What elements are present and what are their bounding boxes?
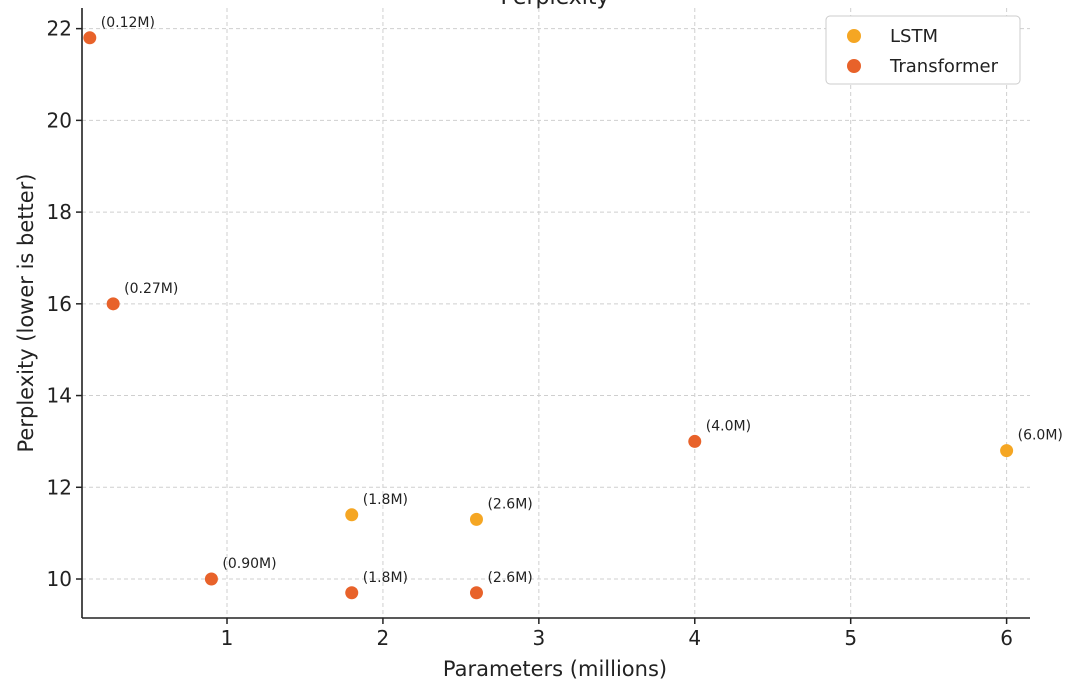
- y-tick-label: 16: [47, 292, 72, 316]
- data-point: [469, 586, 483, 600]
- x-tick-label: 1: [221, 626, 234, 650]
- legend-label-transformer: Transformer: [889, 56, 999, 77]
- legend-label-lstm: LSTM: [890, 26, 938, 47]
- data-points: [83, 31, 1014, 600]
- y-tick-label: 22: [47, 17, 72, 41]
- y-tick-label: 14: [47, 384, 72, 408]
- data-point: [204, 572, 218, 586]
- data-point: [688, 434, 702, 448]
- legend: LSTM Transformer: [825, 15, 1021, 85]
- data-point: [345, 508, 359, 522]
- point-label: (0.27M): [124, 281, 178, 297]
- x-axis-label: Parameters (millions): [443, 657, 667, 681]
- x-tick-label: 6: [1000, 626, 1013, 650]
- point-label: (0.12M): [101, 15, 155, 31]
- point-label: (0.90M): [222, 556, 276, 572]
- point-label: (1.8M): [363, 492, 408, 508]
- x-tick-label: 4: [688, 626, 701, 650]
- point-label: (1.8M): [363, 570, 408, 586]
- data-point: [345, 586, 359, 600]
- y-axis-label: Perplexity (lower is better): [14, 174, 38, 453]
- grid-lines: [82, 8, 1030, 618]
- y-tick-label: 20: [47, 108, 72, 132]
- legend-marker-transformer: [847, 59, 861, 73]
- point-label: (4.0M): [706, 418, 751, 434]
- chart-title: Perplexity: [500, 0, 609, 10]
- data-point: [1000, 444, 1014, 458]
- data-point: [469, 512, 483, 526]
- point-label: (2.6M): [487, 496, 532, 512]
- point-label: (6.0M): [1018, 428, 1063, 444]
- x-tick-label: 3: [532, 626, 545, 650]
- x-tick-label: 5: [844, 626, 857, 650]
- point-labels: (1.8M) (2.6M) (6.0M) (0.12M) (0.27M) (0.90M) (…: [101, 15, 1063, 586]
- y-tick-label: 10: [47, 567, 72, 591]
- x-tick-label: 2: [377, 626, 390, 650]
- data-point: [83, 31, 97, 45]
- y-tick-label: 18: [47, 200, 72, 224]
- point-label: (2.6M): [487, 570, 532, 586]
- data-point: [106, 297, 120, 311]
- y-tick-label: 12: [47, 475, 72, 499]
- legend-marker-lstm: [847, 29, 861, 43]
- axes: [76, 8, 1030, 624]
- legend-box: [825, 15, 1021, 85]
